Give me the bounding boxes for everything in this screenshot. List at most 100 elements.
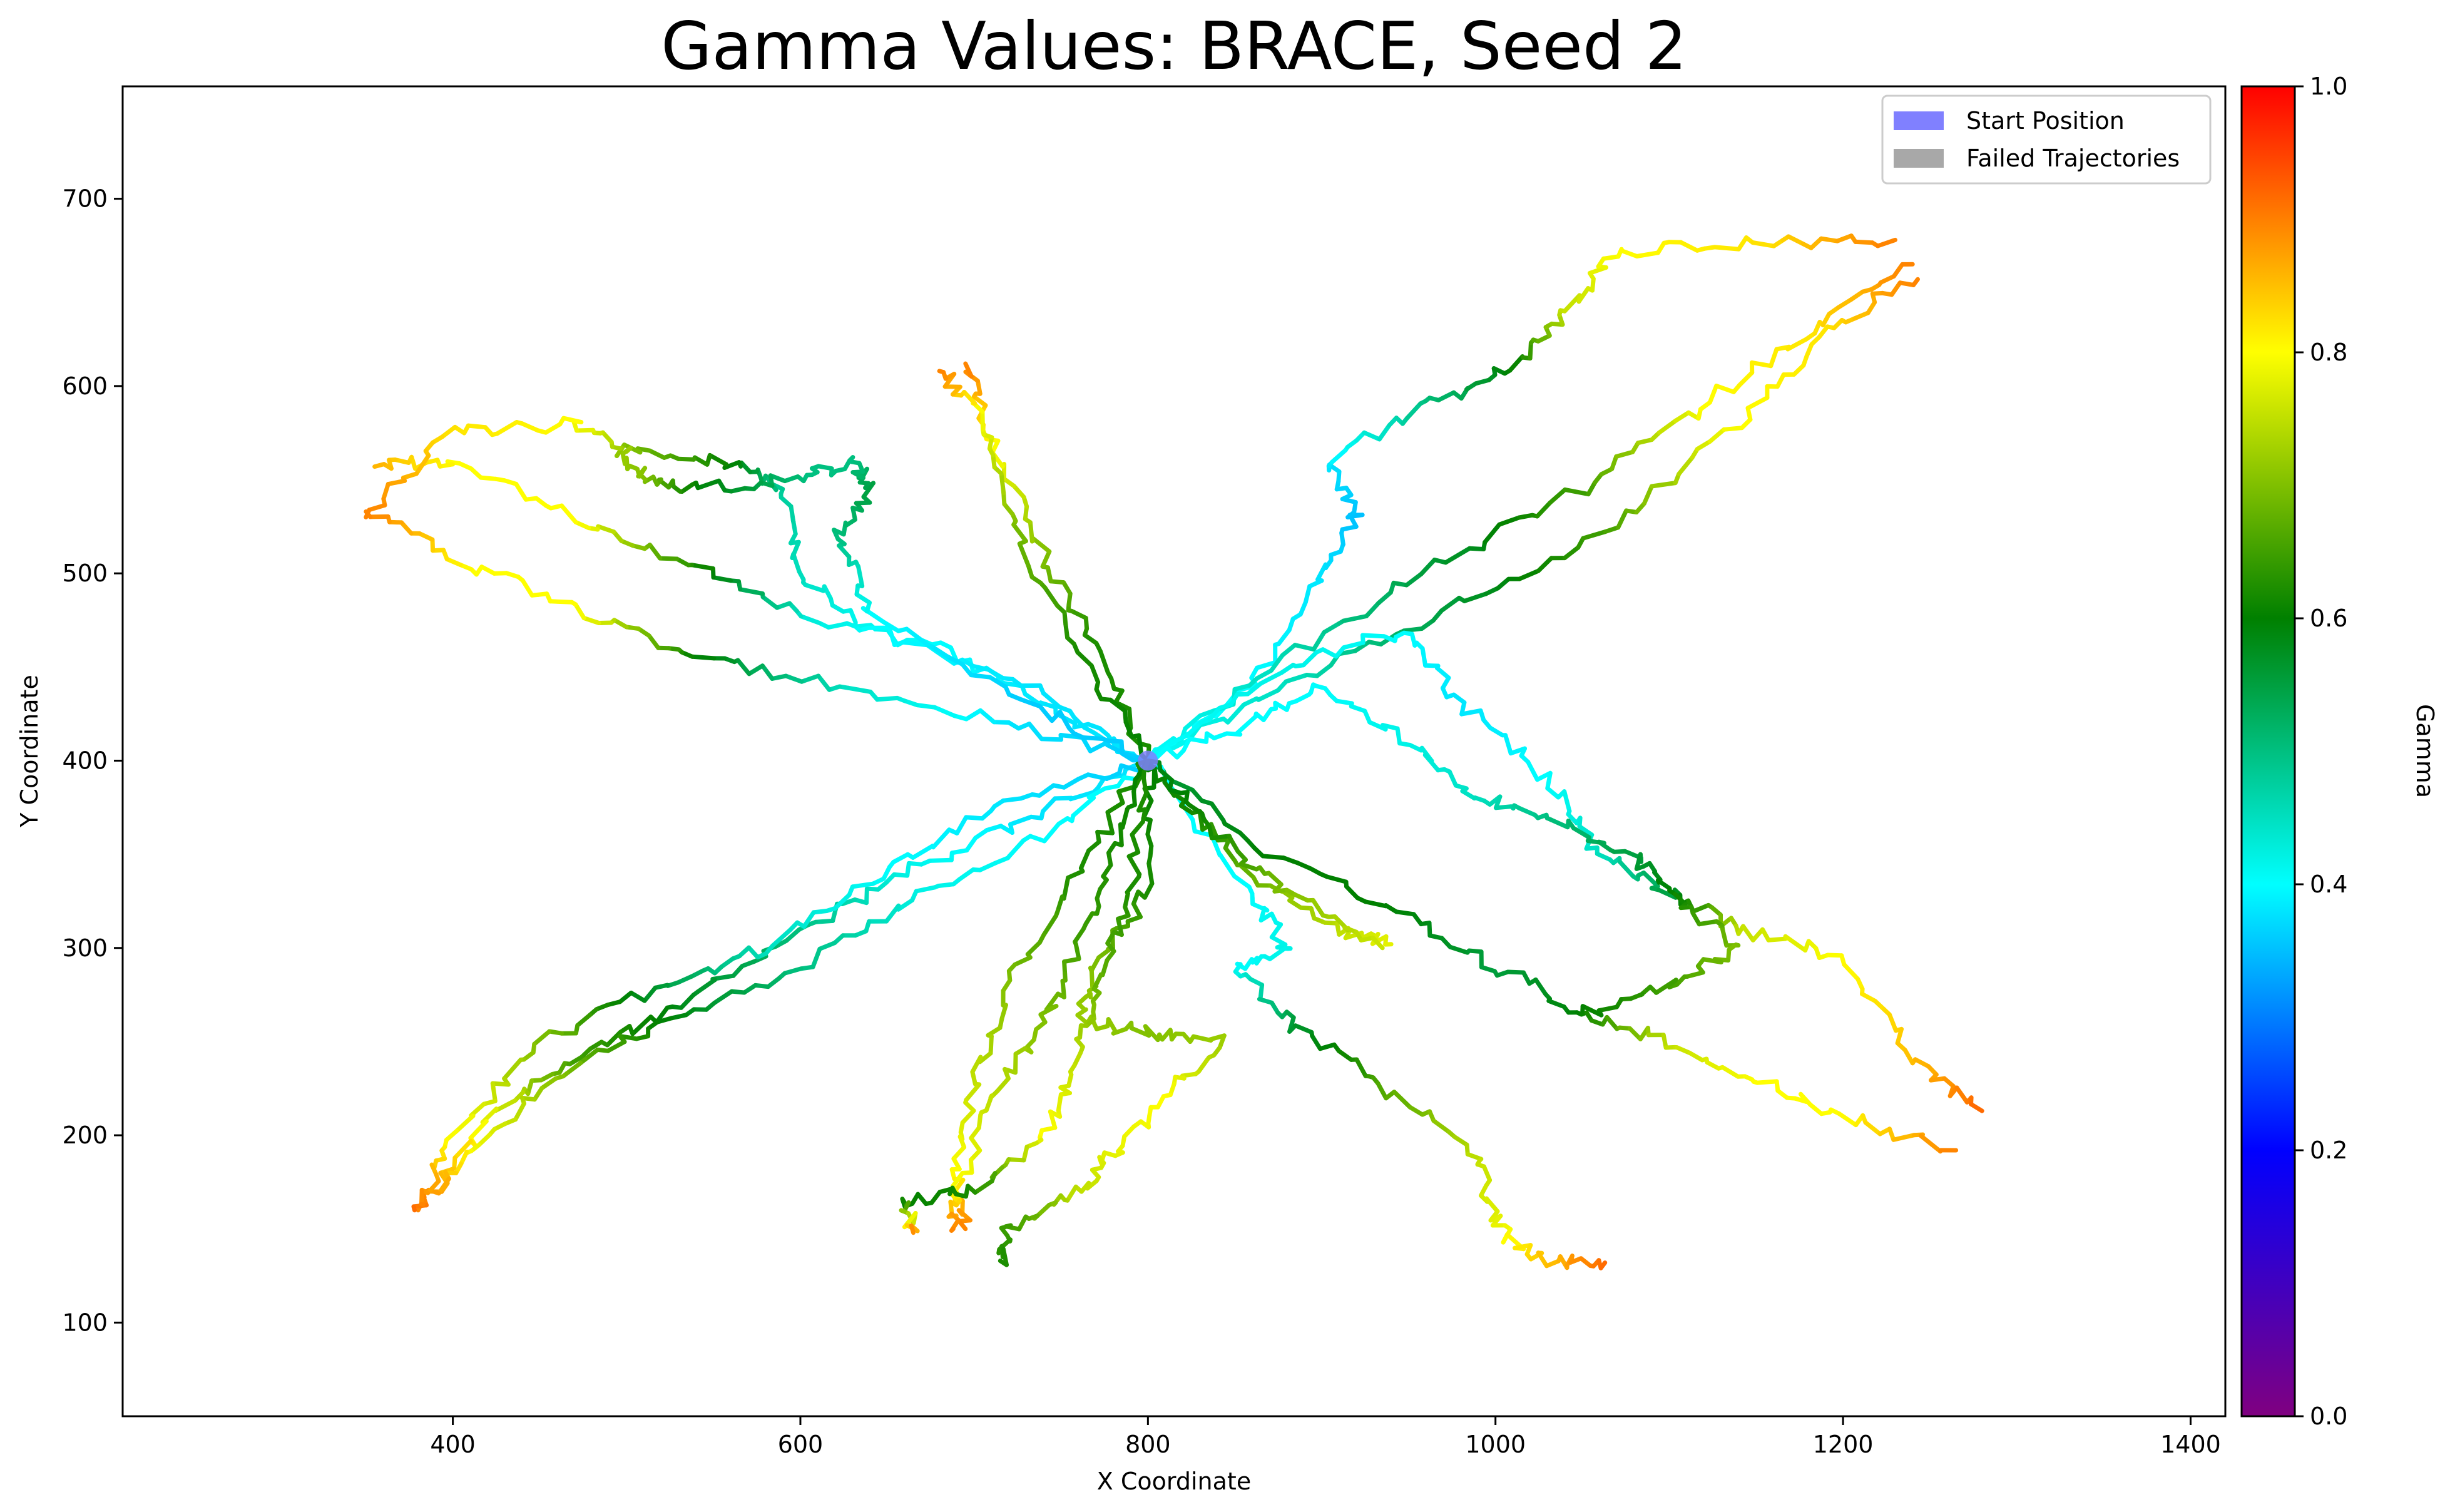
trajectory-segment xyxy=(951,1145,967,1161)
trajectory-segment xyxy=(1677,455,1695,476)
trajectory-segment xyxy=(1483,522,1502,544)
trajectory-segment xyxy=(1103,784,1121,791)
trajectory-segment xyxy=(960,662,974,678)
trajectory-segment xyxy=(1101,862,1113,879)
trajectory-segment xyxy=(1183,713,1203,731)
trajectory-segment xyxy=(695,478,722,491)
start-position-marker xyxy=(1138,750,1158,771)
trajectory-segment xyxy=(971,394,988,408)
trajectory-segment xyxy=(669,1013,688,1021)
trajectory-segment xyxy=(477,1132,492,1147)
trajectory-segment xyxy=(1835,233,1854,243)
trajectory-segment xyxy=(1473,377,1491,386)
trajectory-segment xyxy=(1225,702,1247,725)
trajectory-segment xyxy=(596,524,616,534)
trajectory-segment xyxy=(832,892,852,911)
trajectory-segment xyxy=(799,614,822,625)
trajectory-segment xyxy=(1402,626,1424,633)
trajectory-segment xyxy=(539,1076,558,1091)
trajectory-segment xyxy=(1443,546,1472,565)
trajectory-segment xyxy=(891,852,911,864)
trajectory-segment xyxy=(1526,760,1539,782)
trajectory-segment xyxy=(1708,427,1727,444)
trajectory-segment xyxy=(1536,556,1554,573)
trajectory-segment xyxy=(1750,360,1774,369)
trajectory-segment xyxy=(629,990,647,1003)
trajectory-segment xyxy=(1605,1014,1620,1031)
x-tick-label: 1200 xyxy=(1813,1431,1874,1458)
trajectory-segment xyxy=(1341,640,1365,650)
trajectory-segment xyxy=(1506,969,1526,975)
trajectory-segment xyxy=(1610,454,1619,471)
trajectory-segment xyxy=(655,1016,674,1024)
trajectory-segment xyxy=(1919,1133,1942,1154)
trajectory-segment xyxy=(1911,277,1920,287)
trajectory-segment xyxy=(1362,430,1382,442)
x-tick-label: 1000 xyxy=(1465,1431,1526,1458)
trajectory-segment xyxy=(1165,745,1180,760)
trajectory-segment xyxy=(884,903,901,924)
trajectory-segment xyxy=(1447,944,1470,955)
y-axis-label: Y Coordinate xyxy=(16,675,43,828)
trajectory-segment xyxy=(1019,697,1043,709)
trajectory-segment xyxy=(1420,646,1428,668)
trajectory-segment xyxy=(1119,763,1141,773)
trajectory-segment xyxy=(896,898,915,912)
x-tick-label: 600 xyxy=(778,1431,824,1458)
trajectory xyxy=(1145,262,1915,763)
trajectory-segment xyxy=(1687,1051,1705,1063)
x-axis-label: X Coordinate xyxy=(1097,1468,1251,1495)
trajectory-segment xyxy=(438,1166,457,1175)
trajectory-segment xyxy=(915,703,937,710)
trajectory-segment xyxy=(1394,909,1416,917)
trajectory-segment xyxy=(1028,520,1034,544)
trajectory-segment xyxy=(929,644,950,659)
trajectory-segment xyxy=(1720,1065,1740,1079)
trajectory-segment xyxy=(1596,839,1613,852)
trajectory-segment xyxy=(1722,426,1744,432)
trajectory-segment xyxy=(1086,772,1109,781)
trajectory-segment xyxy=(770,927,793,948)
trajectory-segment xyxy=(502,1057,523,1081)
trajectory-segment xyxy=(931,827,952,850)
trajectory-segment xyxy=(814,918,835,924)
trajectory-segment xyxy=(1494,804,1514,810)
x-axis-ticks: 400 600 800 1000 1200 1400 xyxy=(430,1416,2221,1458)
trajectory-segment xyxy=(729,486,747,494)
trajectory-segment xyxy=(1691,902,1711,914)
trajectory-segment xyxy=(1929,1076,1947,1083)
trajectory-segment xyxy=(1158,768,1174,783)
trajectory-segment xyxy=(1269,922,1284,939)
y-tick-label: 400 xyxy=(62,747,108,774)
trajectory-segment xyxy=(1038,704,1054,723)
trajectory-segment xyxy=(1364,601,1381,618)
trajectory-segment xyxy=(1039,1125,1058,1133)
trajectory-segment xyxy=(1108,697,1127,713)
trajectory-segment xyxy=(1895,1026,1904,1046)
trajectory-segment xyxy=(646,633,661,650)
trajectory-segment xyxy=(936,882,956,888)
trajectory-segment xyxy=(1376,590,1393,606)
trajectory-segment xyxy=(1038,700,1058,710)
trajectory-segment xyxy=(999,471,1006,496)
legend-swatch-failed xyxy=(1894,149,1944,168)
trajectory-segment xyxy=(850,881,875,889)
trajectory-segment xyxy=(1073,926,1086,944)
trajectory-segment xyxy=(1377,423,1392,442)
trajectory-segment xyxy=(368,514,390,519)
trajectory-segment xyxy=(532,1029,552,1046)
trajectory-segment xyxy=(1675,1045,1692,1055)
trajectory-segment xyxy=(817,941,837,951)
trajectory-segment xyxy=(1785,337,1809,352)
trajectory-segment xyxy=(1852,310,1871,321)
trajectory-segment xyxy=(978,708,996,725)
trajectory-segment xyxy=(1517,806,1538,817)
trajectory-segment xyxy=(1783,934,1808,953)
trajectory-segment xyxy=(1837,1111,1859,1128)
colorbar-ticks: 0.0 0.2 0.4 0.6 0.8 1.0 xyxy=(2295,73,2347,1430)
trajectory-segment xyxy=(532,1086,544,1102)
trajectory-segment xyxy=(1562,545,1581,561)
trajectory-segment xyxy=(1596,1004,1619,1013)
trajectory-segment xyxy=(1617,859,1636,879)
trajectory-segment xyxy=(1603,525,1621,534)
